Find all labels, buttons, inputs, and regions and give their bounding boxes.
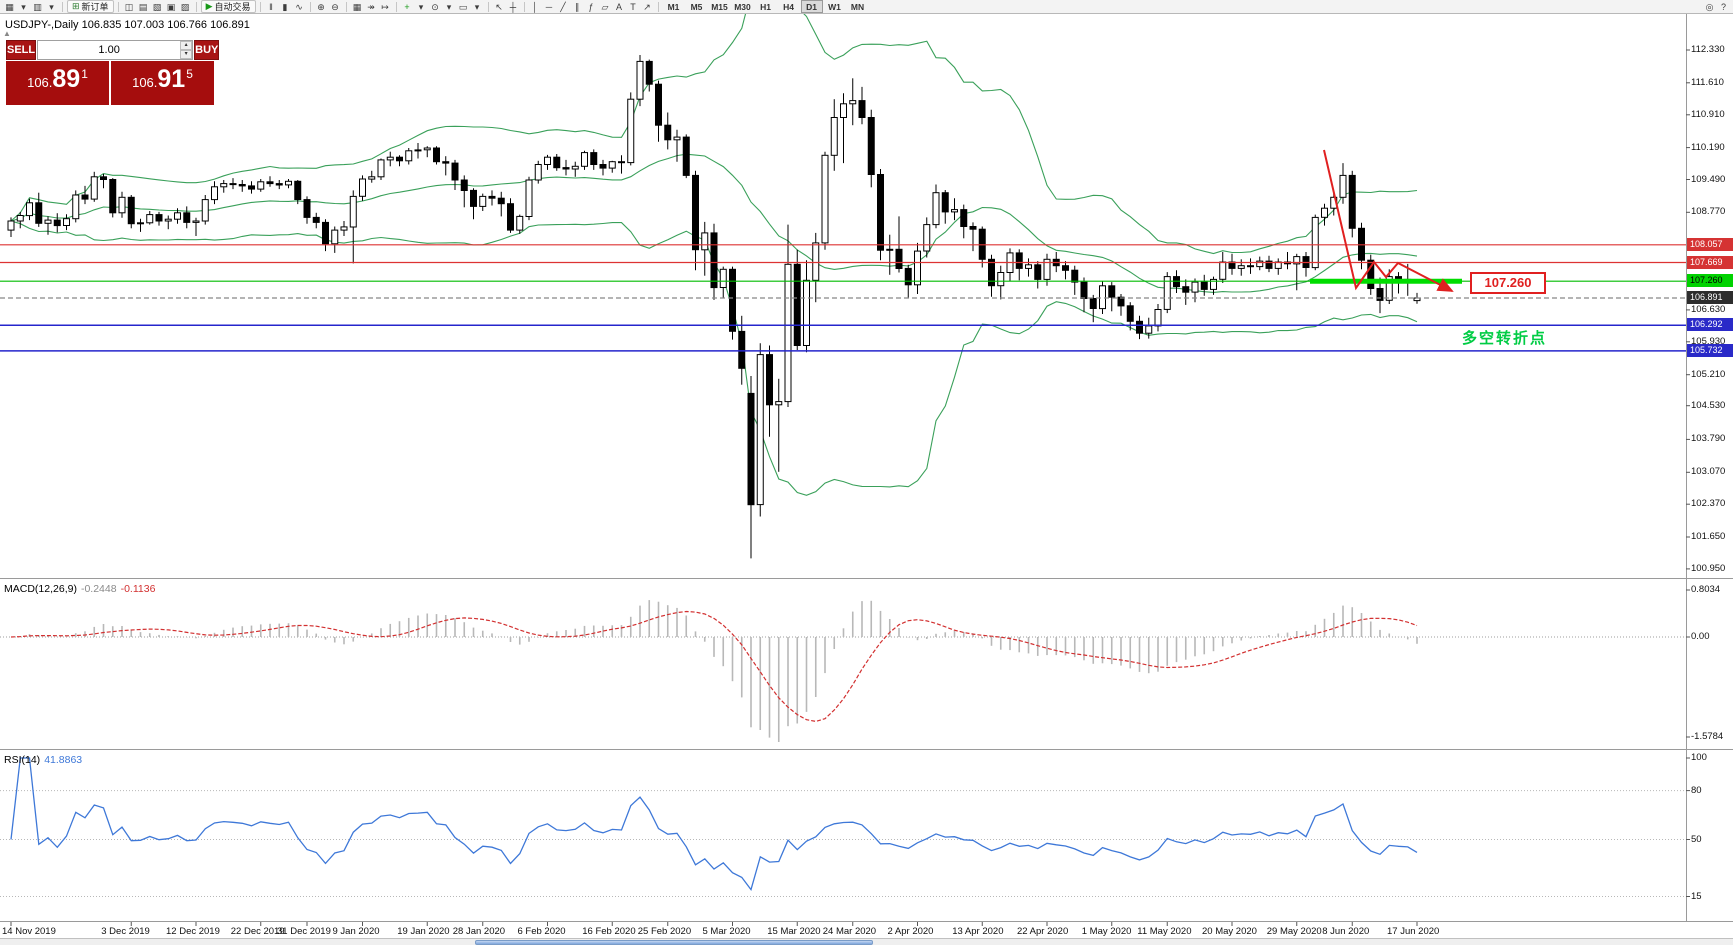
buy-button[interactable]: BUY <box>194 40 220 60</box>
toolbar-separator <box>309 1 311 12</box>
profiles-icon[interactable]: ▥ <box>33 1 42 12</box>
chart-shift-icon[interactable]: ↦ <box>381 1 389 12</box>
shapes-icon[interactable]: ▱ <box>601 1 609 12</box>
navigator-icon[interactable]: ▧ <box>152 1 162 12</box>
new-chart-dropdown-icon[interactable]: ▾ <box>21 1 26 12</box>
zoom-in-icon[interactable]: ⊕ <box>317 1 325 12</box>
toolbar-separator <box>259 1 261 12</box>
toolbar-separator <box>395 1 397 12</box>
help-icon[interactable]: ? <box>1720 1 1726 12</box>
bar-chart-icon[interactable]: ‖ <box>269 1 273 12</box>
sell-price-tile[interactable]: 106. 89 1 <box>6 61 109 105</box>
macd-indicator-label: MACD(12,26,9) -0.2448 -0.1136 <box>4 583 155 595</box>
fibonacci-icon[interactable]: ƒ <box>588 1 594 12</box>
horizontal-scrollbar[interactable] <box>0 938 1733 945</box>
arrow-icon[interactable]: ↗ <box>643 1 651 12</box>
timeframe-button-m30[interactable]: M30 <box>732 0 754 13</box>
trendline-icon[interactable]: ╱ <box>560 1 566 12</box>
toolbar-separator <box>117 1 119 12</box>
text-icon[interactable]: A <box>615 1 622 12</box>
price-level-label[interactable]: 107.260 <box>1470 272 1546 294</box>
line-chart-icon[interactable]: ∿ <box>295 1 303 12</box>
turning-point-text[interactable]: 多空转折点 <box>1462 330 1548 347</box>
timeframe-button-h1[interactable]: H1 <box>755 0 777 13</box>
timeframe-button-m1[interactable]: M1 <box>663 0 685 13</box>
volume-increase-button[interactable]: ▴ <box>180 41 193 50</box>
data-window-icon[interactable]: ▤ <box>138 1 148 12</box>
timeframe-button-h4[interactable]: H4 <box>778 0 800 13</box>
volume-field: ▴ ▾ <box>37 40 194 60</box>
buy-price-prefix: 106. <box>132 75 158 90</box>
rsi-value: 41.8863 <box>44 754 83 766</box>
toolbar-separator <box>62 1 63 12</box>
timeframe-button-mn[interactable]: MN <box>847 0 869 13</box>
timeframe-button-m5[interactable]: M5 <box>686 0 708 13</box>
auto-scroll-icon[interactable]: ↠ <box>367 1 375 12</box>
strategy-tester-icon[interactable]: ▨ <box>180 1 190 12</box>
macd-name: MACD(12,26,9) <box>4 583 77 595</box>
main-toolbar: ▦ ▾ ▥ ▾ ⊞ 新订单 ◫ ▤ ▧ ▣ ▨ ▶ 自动交易 ‖ ▮ ∿ ⊕ ⊖ ▦ ↠ ↦ + ▾ ⊙ ▾ ▭ ▾ ↖ ┼ │ ─ ╱ ∥ ƒ ▱… <box>0 0 1733 14</box>
text-label-icon[interactable]: T <box>630 1 636 12</box>
candlestick-chart-icon[interactable]: ▮ <box>282 1 288 12</box>
buy-price-pip: 5 <box>186 67 193 81</box>
templates-dropdown-icon[interactable]: ▾ <box>474 1 480 12</box>
timeframe-button-m15[interactable]: M15 <box>709 0 731 13</box>
toolbar-separator <box>657 1 659 12</box>
macd-signal-value: -0.1136 <box>120 583 156 595</box>
periods-icon[interactable]: ⊙ <box>431 1 439 12</box>
one-click-collapse-icon[interactable]: ▲ <box>3 29 11 38</box>
indicators-dropdown-icon[interactable]: ▾ <box>418 1 424 12</box>
chart-title: USDJPY-,Daily 106.835 107.003 106.766 10… <box>5 19 250 31</box>
macd-main-value: -0.2448 <box>80 583 117 595</box>
buy-price-big: 91 <box>157 65 186 93</box>
volume-decrease-button[interactable]: ▾ <box>180 50 193 59</box>
indicators-icon[interactable]: + <box>404 1 410 12</box>
auto-trading-button[interactable]: ▶ 自动交易 <box>200 0 256 13</box>
vertical-line-icon[interactable]: │ <box>532 1 538 12</box>
toolbar-separator <box>345 1 347 12</box>
new-order-button[interactable]: ⊞ 新订单 <box>67 0 114 13</box>
toolbar-separator <box>487 1 489 12</box>
rsi-name: RSI(14) <box>4 754 41 766</box>
sell-button[interactable]: SELL <box>6 40 37 60</box>
cursor-icon[interactable]: ↖ <box>495 1 503 12</box>
scrollbar-thumb[interactable] <box>475 940 873 945</box>
timeframe-button-w1[interactable]: W1 <box>824 0 846 13</box>
horizontal-line-icon[interactable]: ─ <box>545 1 553 12</box>
one-click-trading-panel: SELL ▴ ▾ BUY 106.891 106.915 <box>6 40 220 105</box>
channel-icon[interactable]: ∥ <box>574 1 580 12</box>
toolbar-separator <box>523 1 525 12</box>
terminal-icon[interactable]: ▣ <box>166 1 176 12</box>
new-order-button-label: 新订单 <box>81 2 109 12</box>
sell-price-big: 89 <box>52 65 81 93</box>
sell-price-prefix: 106. <box>27 75 53 90</box>
new-chart-icon[interactable]: ▦ <box>5 1 14 12</box>
profiles-dropdown-icon[interactable]: ▾ <box>49 1 54 12</box>
auto-trading-button-icon: ▶ <box>205 1 213 11</box>
rsi-indicator-label: RSI(14) 41.8863 <box>4 754 82 766</box>
crosshair-icon[interactable]: ┼ <box>509 1 517 12</box>
timeframe-button-d1[interactable]: D1 <box>800 0 823 13</box>
sell-price-pip: 1 <box>81 67 88 81</box>
market-watch-icon[interactable]: ◫ <box>124 1 134 12</box>
zoom-out-icon[interactable]: ⊖ <box>331 1 339 12</box>
periods-dropdown-icon[interactable]: ▾ <box>446 1 452 12</box>
auto-trading-button-label: 自动交易 <box>214 2 251 12</box>
new-order-button-icon: ⊞ <box>72 1 80 11</box>
search-icon[interactable]: ◎ <box>1705 1 1714 12</box>
tile-windows-icon[interactable]: ▦ <box>352 1 362 12</box>
volume-input[interactable] <box>38 41 181 59</box>
toolbar-separator <box>195 1 197 12</box>
buy-price-tile[interactable]: 106. 91 5 <box>111 61 214 105</box>
templates-icon[interactable]: ▭ <box>458 1 468 12</box>
